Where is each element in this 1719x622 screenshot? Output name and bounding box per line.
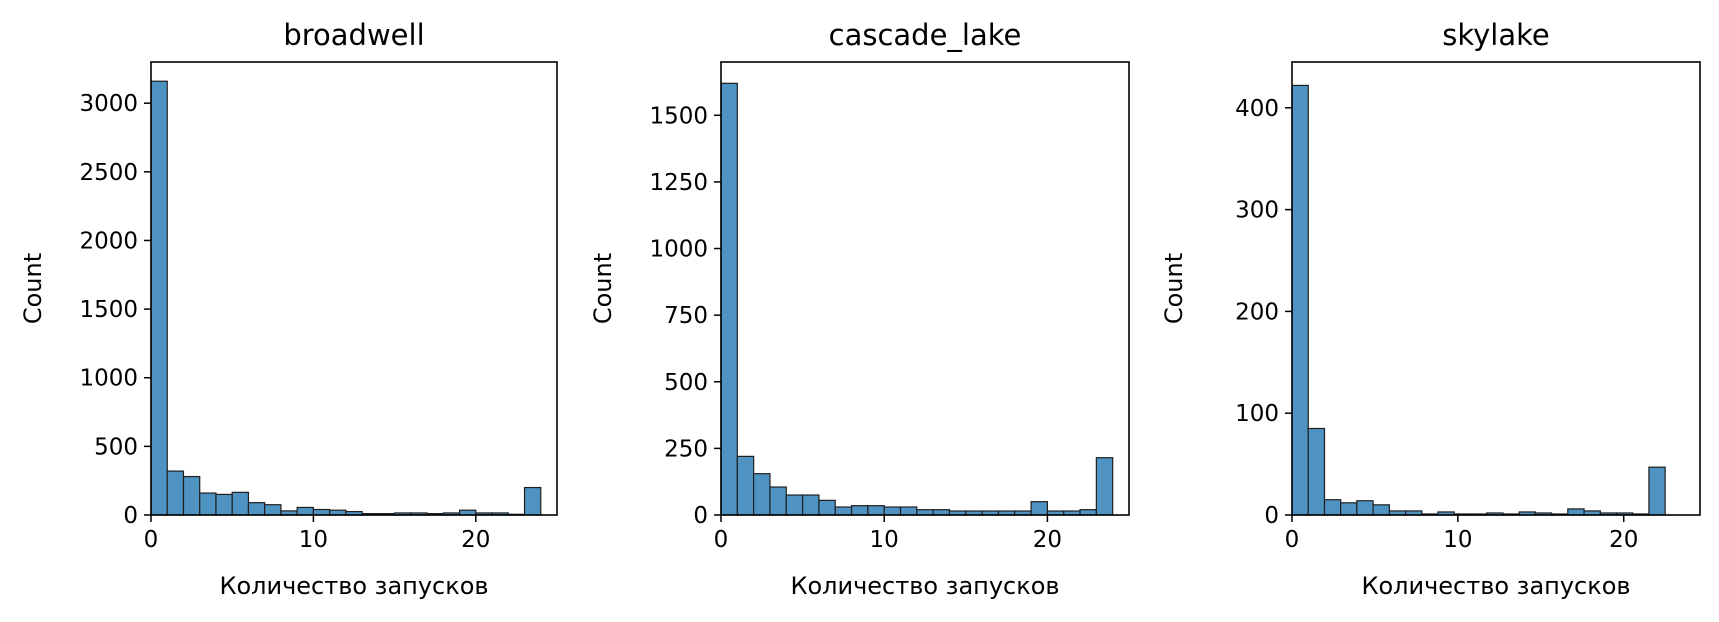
x-tick-label: 10 [870,527,899,553]
y-tick-label: 100 [1235,401,1279,427]
y-tick-label: 3000 [79,91,138,117]
histogram-bar [150,80,168,516]
x-tick-label: 0 [1285,527,1300,553]
histogram-bar [166,470,185,516]
chart-title: skylake [1442,18,1549,52]
histogram-bar [753,473,771,516]
histogram-bar [523,486,542,516]
histogram-bar [264,504,282,516]
plot-frame [1291,61,1701,516]
y-tick-label: 0 [693,503,708,529]
histogram-bar [182,475,201,516]
histogram-bar [1030,501,1048,516]
histogram-bar [867,505,885,516]
y-tick-label: 750 [664,303,708,329]
chart-title: cascade_lake [829,18,1022,52]
histogram-bar [1095,457,1114,516]
histogram-bar [1356,500,1374,516]
histogram-bar [801,494,820,516]
chart-title: broadwell [283,18,424,52]
x-axis-label: Количество запусков [219,572,488,600]
y-tick-label: 400 [1235,96,1279,122]
histogram-bar [1648,466,1666,516]
y-tick-label: 1500 [79,297,138,323]
x-tick-label: 20 [461,527,490,553]
x-tick-label: 10 [299,527,328,553]
x-tick-label: 10 [1443,527,1472,553]
y-tick-label: 0 [1264,503,1279,529]
histogram-bar [215,493,233,516]
plot-frame [720,61,1130,516]
y-tick-label: 2000 [79,228,138,254]
y-tick-label: 1250 [649,170,708,196]
histogram-bar [785,494,804,516]
histogram-bar [769,486,787,516]
y-tick-label: 500 [664,370,708,396]
histogram-bar [883,506,902,516]
histogram-bar [1307,427,1326,516]
x-tick-label: 20 [1033,527,1062,553]
histogram-bar [736,455,755,516]
histogram-panel-broadwell: 0 10 20 0 500 1000 1500 2000 2500 3000 broadwell Ко… [19,18,558,600]
y-tick-label: 0 [123,503,138,529]
y-axis-label: Count [589,253,617,324]
histogram-bar [850,505,869,516]
y-tick-label: 1500 [649,103,708,129]
x-tick-label: 0 [714,527,729,553]
y-tick-label: 200 [1235,299,1279,325]
histogram-bar [720,82,738,516]
y-axis-label: Count [1160,253,1188,324]
x-axis-label: Количество запусков [790,572,1059,600]
y-tick-label: 300 [1235,198,1279,224]
histogram-bar [247,502,266,516]
histogram-bar [199,492,217,516]
y-tick-label: 1000 [79,366,138,392]
plot-frame [150,61,558,516]
histogram-bar [312,508,331,516]
histogram-bar [834,506,853,516]
histogram-bar [1323,499,1342,516]
y-tick-label: 2500 [79,160,138,186]
histogram-bar [296,506,315,516]
histogram-bar [899,506,918,516]
histogram-bar [1339,502,1358,516]
histogram-bar [818,499,836,516]
y-tick-label: 250 [664,436,708,462]
y-axis-label: Count [19,253,47,324]
histogram-bar [231,491,250,516]
x-axis-label: Количество запусков [1361,572,1630,600]
histogram-bar [1291,84,1309,516]
y-tick-label: 1000 [649,237,708,263]
histogram-panel-cascade_lake: 0 10 20 0 250 500 750 1000 1250 1500 cascade_lake К… [589,18,1130,600]
histogram-bar [1567,508,1585,516]
y-tick-label: 500 [94,434,138,460]
x-tick-label: 0 [144,527,159,553]
x-tick-label: 20 [1609,527,1638,553]
histogram-bar [1372,504,1390,516]
